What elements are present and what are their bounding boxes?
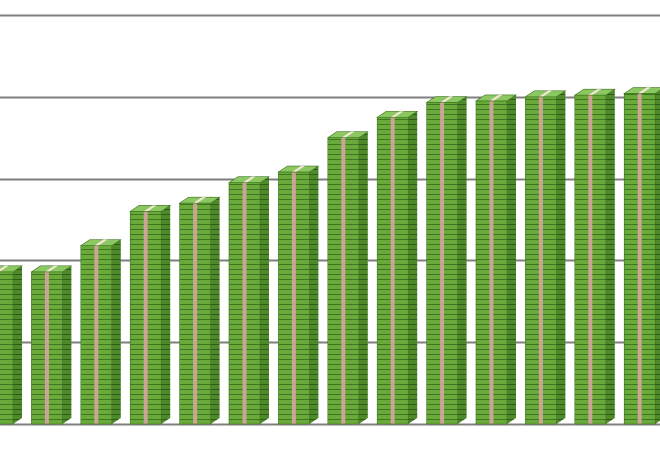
bar-outline xyxy=(426,102,458,425)
bar-top-band xyxy=(390,111,404,118)
bars xyxy=(0,87,660,425)
bar xyxy=(129,205,172,425)
bar-side-face xyxy=(507,94,516,424)
bar-top-band xyxy=(94,239,108,246)
bar-top-band xyxy=(538,90,552,97)
bar-side-face xyxy=(556,90,566,425)
bar-band xyxy=(44,271,49,424)
bar-outline xyxy=(228,182,261,425)
bar-outline xyxy=(525,96,557,425)
bar-side-face xyxy=(605,89,615,424)
bar-side-face xyxy=(260,176,269,424)
bar xyxy=(524,90,567,425)
bar-side-face xyxy=(655,90,660,424)
bar-side-face xyxy=(408,111,418,424)
bar-outline xyxy=(475,100,508,425)
bar-side-face xyxy=(13,265,22,424)
bar xyxy=(0,265,23,425)
bar-top-band xyxy=(0,265,9,272)
bar-band xyxy=(143,211,148,424)
bar-side-face xyxy=(210,197,220,424)
bar-top-band xyxy=(637,87,651,94)
bar xyxy=(228,176,270,425)
bar xyxy=(277,165,320,425)
bar xyxy=(326,131,369,425)
bar-top-band xyxy=(291,166,305,173)
bar-side-face xyxy=(161,205,171,424)
bar xyxy=(573,88,616,425)
bar-side-face xyxy=(457,96,467,424)
bar-band xyxy=(193,203,198,424)
bar-top-band xyxy=(143,205,157,212)
bar-outline xyxy=(0,271,14,425)
bar-band xyxy=(538,96,543,425)
bar xyxy=(623,87,660,425)
bar-top-band xyxy=(341,131,355,138)
bar-top-band xyxy=(489,94,503,101)
bar-top-band xyxy=(193,197,207,204)
bar xyxy=(376,110,419,425)
bar xyxy=(425,96,468,425)
bar-top-band xyxy=(242,176,256,183)
bar-side-face xyxy=(111,239,121,424)
bar-outline xyxy=(80,245,113,425)
bar-front-face xyxy=(0,271,13,424)
bar-band xyxy=(440,102,445,424)
bar xyxy=(178,196,221,425)
bar-band xyxy=(242,182,247,424)
bar-outline xyxy=(278,171,310,425)
bar xyxy=(79,239,122,425)
bar-outline xyxy=(179,202,211,425)
bar-band xyxy=(94,245,99,424)
bar-outline xyxy=(129,211,162,425)
bar-outline xyxy=(574,94,607,425)
bar-band xyxy=(489,100,494,424)
bar-band xyxy=(637,93,642,424)
bar-top-band xyxy=(588,89,602,96)
bar-band xyxy=(588,95,593,424)
bar-band xyxy=(291,172,296,424)
bar-top-band xyxy=(44,265,58,272)
bar-outline xyxy=(623,93,656,425)
bar-top-band xyxy=(440,96,454,103)
bar xyxy=(30,265,73,425)
bar-band xyxy=(390,117,395,424)
bar-outline xyxy=(327,137,360,425)
bar-side-face xyxy=(358,131,368,424)
bar-band xyxy=(341,137,346,424)
bar-side-face xyxy=(309,166,319,424)
bar-outline xyxy=(376,116,409,425)
bar-side-face xyxy=(62,265,72,424)
bar xyxy=(475,94,517,425)
bar-outline xyxy=(31,271,63,425)
